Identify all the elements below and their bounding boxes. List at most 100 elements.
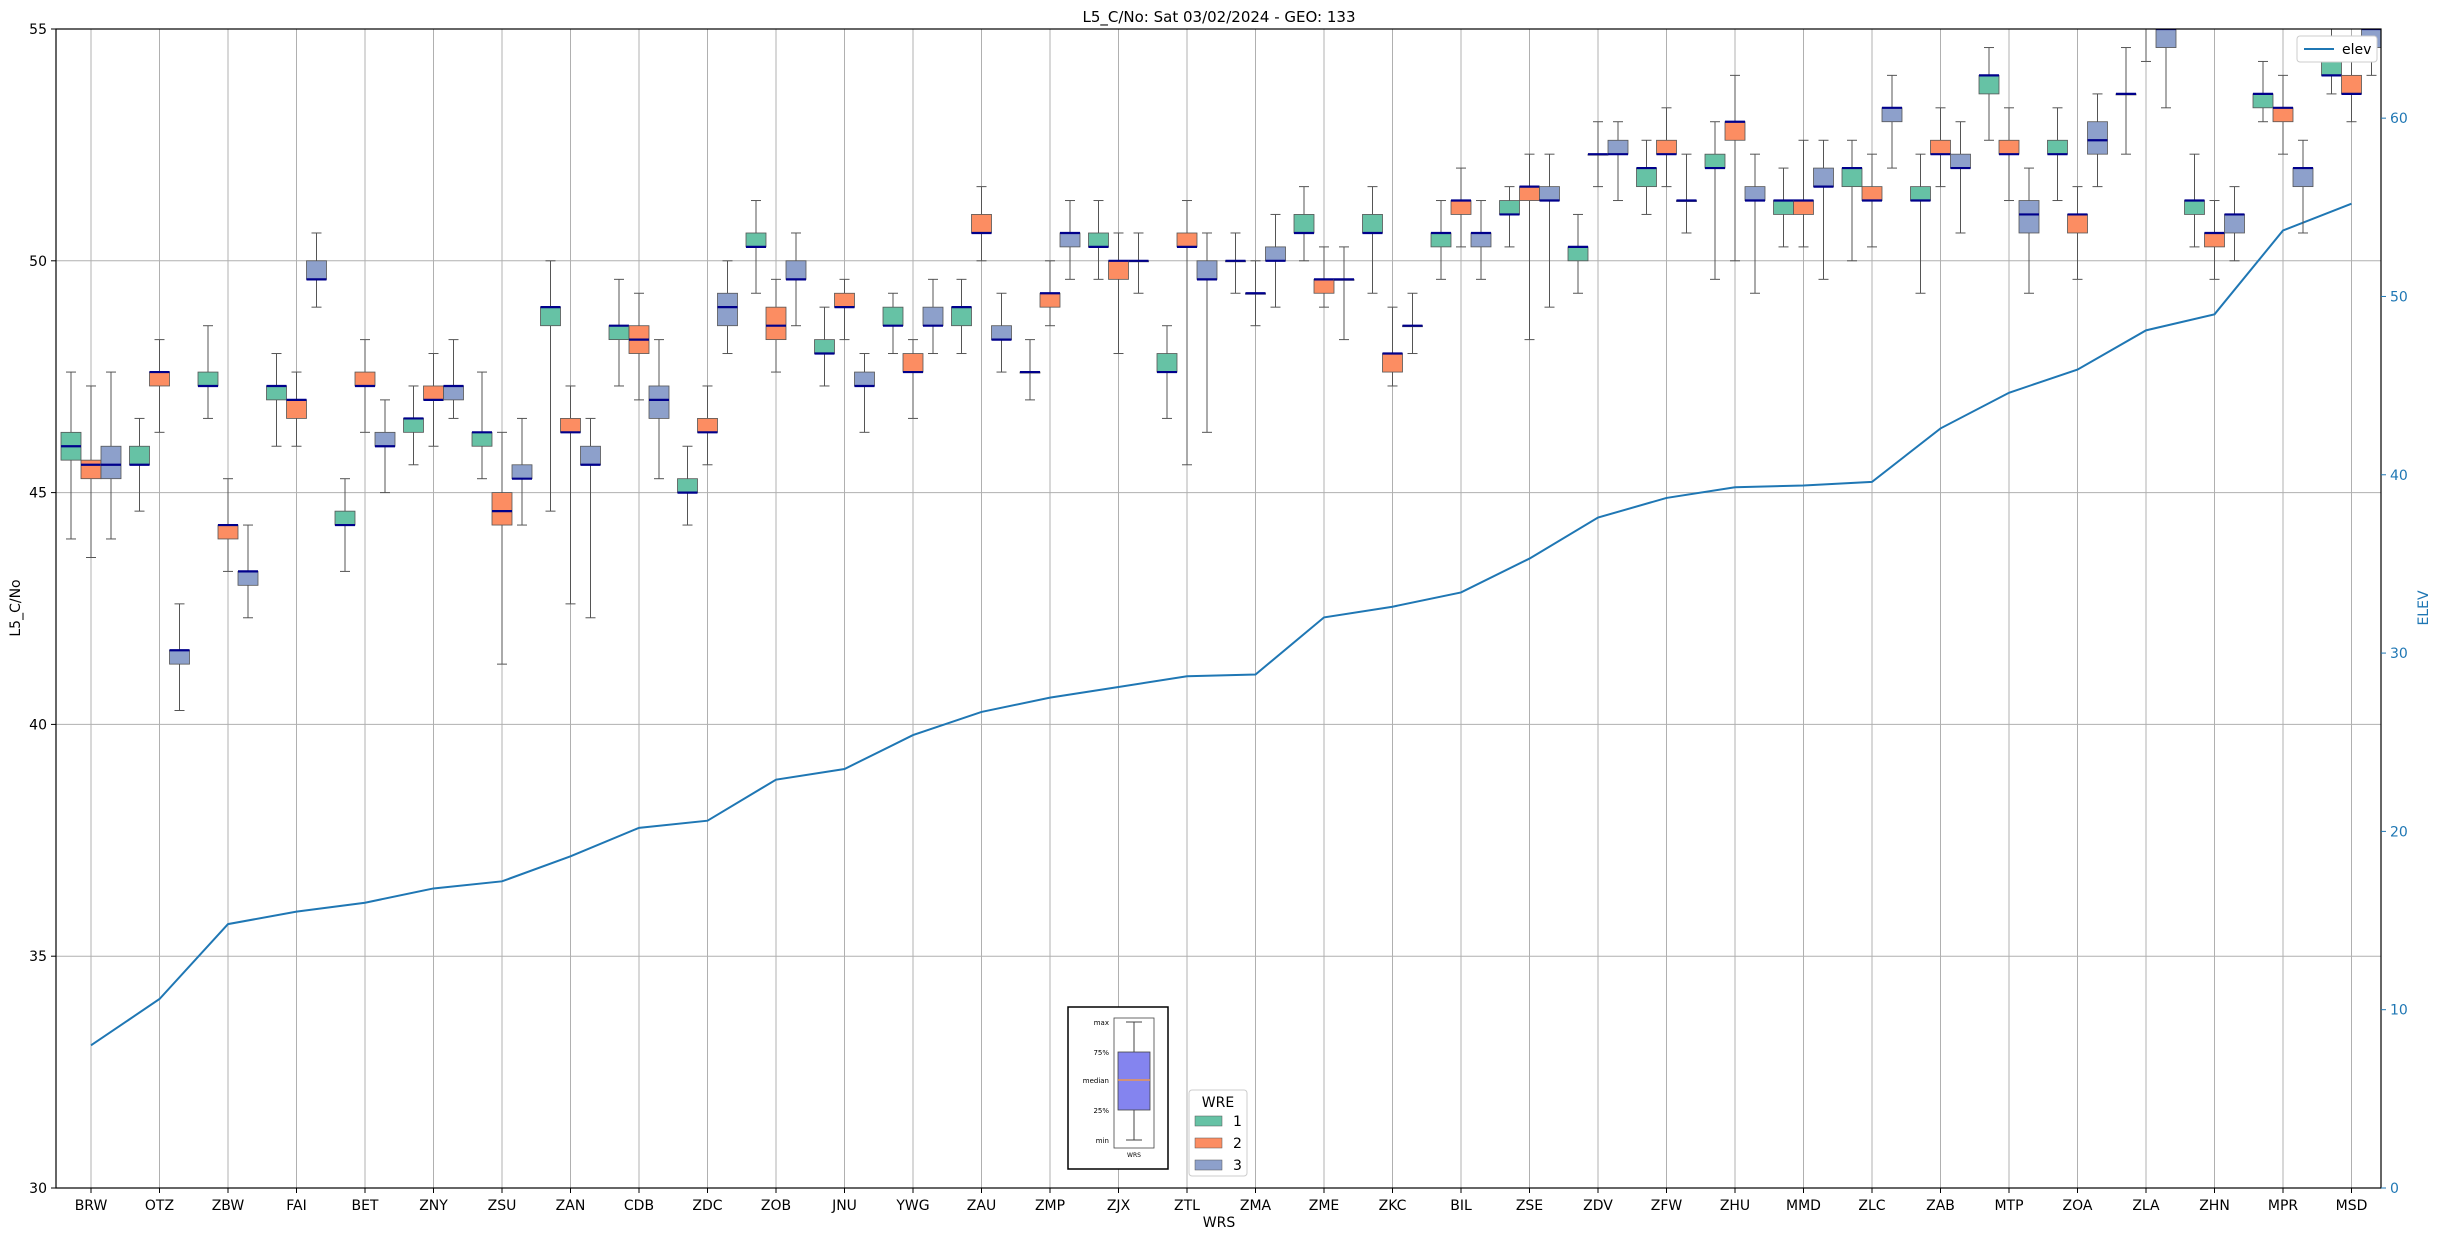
box-JNU-wre3 bbox=[854, 353, 875, 433]
x-tick-label: MPR bbox=[2268, 1198, 2299, 1214]
box-BRW-wre1 bbox=[60, 371, 82, 540]
box-MMD-wre2 bbox=[1793, 139, 1814, 248]
box-body bbox=[1088, 232, 1109, 248]
box-body bbox=[443, 385, 464, 401]
box-body bbox=[1841, 167, 1863, 188]
box-body bbox=[854, 371, 875, 387]
elev-line bbox=[90, 202, 2352, 1047]
x-tick-label: YWG bbox=[895, 1198, 929, 1214]
box-body bbox=[1881, 107, 1903, 123]
box-ZAU-wre2 bbox=[971, 186, 992, 262]
box-body bbox=[129, 445, 150, 466]
y-tick-label: 55 bbox=[29, 22, 47, 38]
box-body bbox=[560, 418, 581, 433]
box-ZAN-wre2 bbox=[560, 385, 581, 605]
box-body bbox=[1039, 292, 1061, 308]
box-MMD-wre3 bbox=[1813, 139, 1834, 280]
box-body bbox=[2047, 139, 2068, 155]
box-ZDV-wre3 bbox=[1607, 121, 1629, 202]
x-tick-label: ZOB bbox=[761, 1198, 791, 1214]
elev-legend-frame bbox=[2296, 35, 2378, 63]
box-body bbox=[1636, 167, 1657, 188]
box-ZTL-wre2 bbox=[1176, 200, 1198, 466]
box-body bbox=[2184, 200, 2205, 215]
box-ZAU-wre1 bbox=[951, 278, 972, 355]
box-CDB-wre1 bbox=[608, 278, 630, 387]
y2-tick-label: 50 bbox=[2390, 289, 2408, 305]
box-body bbox=[951, 306, 972, 327]
x-tick-label: ZHU bbox=[1720, 1198, 1750, 1214]
box-BET-wre3 bbox=[374, 399, 396, 494]
box-body bbox=[511, 464, 533, 480]
box-body bbox=[697, 418, 718, 433]
box-JNU-wre2 bbox=[834, 278, 855, 341]
y2-tick-label: 30 bbox=[2390, 646, 2408, 662]
box-body bbox=[2272, 107, 2294, 123]
box-body bbox=[1362, 214, 1383, 234]
right-axis-ticks: 0 10 20 30 40 50 60 bbox=[2381, 111, 2408, 1197]
box-ZNY-wre3 bbox=[443, 339, 464, 419]
box-body bbox=[882, 306, 904, 327]
box-ZKC-wre2 bbox=[1382, 306, 1403, 387]
box-ZHN-wre2 bbox=[2204, 200, 2225, 280]
y-tick-label: 35 bbox=[29, 949, 47, 965]
elev-line-layer bbox=[90, 202, 2352, 1047]
box-YWG-wre3 bbox=[922, 278, 944, 355]
box-body bbox=[1607, 139, 1629, 155]
box-body bbox=[2018, 200, 2040, 234]
box-ZJX-wre3 bbox=[1128, 232, 1149, 294]
box-key-label-median: median bbox=[1083, 1077, 1109, 1085]
box-key-inset: max 75% median 25% min WRS bbox=[1067, 1006, 1169, 1170]
x-axis-ticks: BRW OTZ ZBW FAI BET ZNY ZSU ZAN CDB ZDC ZOB JNU YWG Z… bbox=[75, 1188, 2367, 1214]
box-body bbox=[971, 214, 992, 234]
x-tick-label: ZJX bbox=[1107, 1198, 1131, 1214]
box-ZJX-wre1 bbox=[1088, 200, 1109, 280]
box-body bbox=[1382, 353, 1403, 373]
box-ZAN-wre1 bbox=[540, 260, 561, 512]
box-MPR-wre2 bbox=[2272, 74, 2294, 155]
box-body bbox=[991, 325, 1012, 341]
box-body bbox=[1724, 121, 1746, 141]
box-CDB-wre2 bbox=[628, 292, 650, 401]
box-ZHU-wre1 bbox=[1704, 121, 1726, 280]
box-FAI-wre1 bbox=[266, 353, 287, 447]
box-ZBW-wre2 bbox=[217, 478, 239, 572]
box-ZTL-wre1 bbox=[1156, 325, 1178, 419]
wre-legend-label-1: 1 bbox=[1233, 1114, 1242, 1130]
box-body bbox=[1978, 74, 2000, 95]
box-body bbox=[677, 478, 698, 493]
box-body bbox=[266, 385, 287, 401]
x-tick-label: ZHN bbox=[2199, 1198, 2230, 1214]
wre-legend-frame bbox=[1188, 1089, 1248, 1177]
box-ZJX-wre2 bbox=[1108, 232, 1129, 355]
box-key-xlabel: WRS bbox=[1127, 1152, 1141, 1159]
x-tick-label: JNU bbox=[831, 1198, 857, 1214]
box-ZDC-wre1 bbox=[677, 445, 698, 526]
wre-legend-label-2: 2 bbox=[1233, 1136, 1242, 1152]
box-BIL-wre1 bbox=[1430, 200, 1452, 280]
box-body bbox=[1930, 139, 1951, 155]
box-ZHU-wre3 bbox=[1744, 153, 1766, 294]
box-ZOB-wre1 bbox=[745, 200, 767, 294]
x-tick-label: ZDV bbox=[1583, 1198, 1613, 1214]
x-tick-label: ZOA bbox=[2063, 1198, 2093, 1214]
box-YWG-wre1 bbox=[882, 292, 904, 355]
box-body bbox=[1704, 153, 1726, 169]
box-ZME-wre2 bbox=[1313, 246, 1335, 308]
box-ZKC-wre3 bbox=[1402, 292, 1423, 355]
box-body bbox=[765, 306, 787, 341]
box-OTZ-wre1 bbox=[129, 417, 150, 512]
box-OTZ-wre3 bbox=[169, 603, 190, 711]
box-ZKC-wre1 bbox=[1362, 186, 1383, 294]
box-ZAB-wre1 bbox=[1910, 153, 1931, 294]
box-MTP-wre2 bbox=[1998, 107, 2020, 202]
x-tick-label: ZLC bbox=[1858, 1198, 1885, 1214]
box-body bbox=[2067, 214, 2088, 234]
y-tick-label: 50 bbox=[29, 254, 47, 270]
box-body bbox=[922, 306, 944, 327]
box-body bbox=[1430, 232, 1452, 248]
box-ZDV-wre1 bbox=[1567, 213, 1589, 294]
box-FAI-wre3 bbox=[306, 232, 327, 308]
box-body bbox=[306, 260, 327, 280]
y2-axis-label: ELEV bbox=[2416, 590, 2432, 625]
